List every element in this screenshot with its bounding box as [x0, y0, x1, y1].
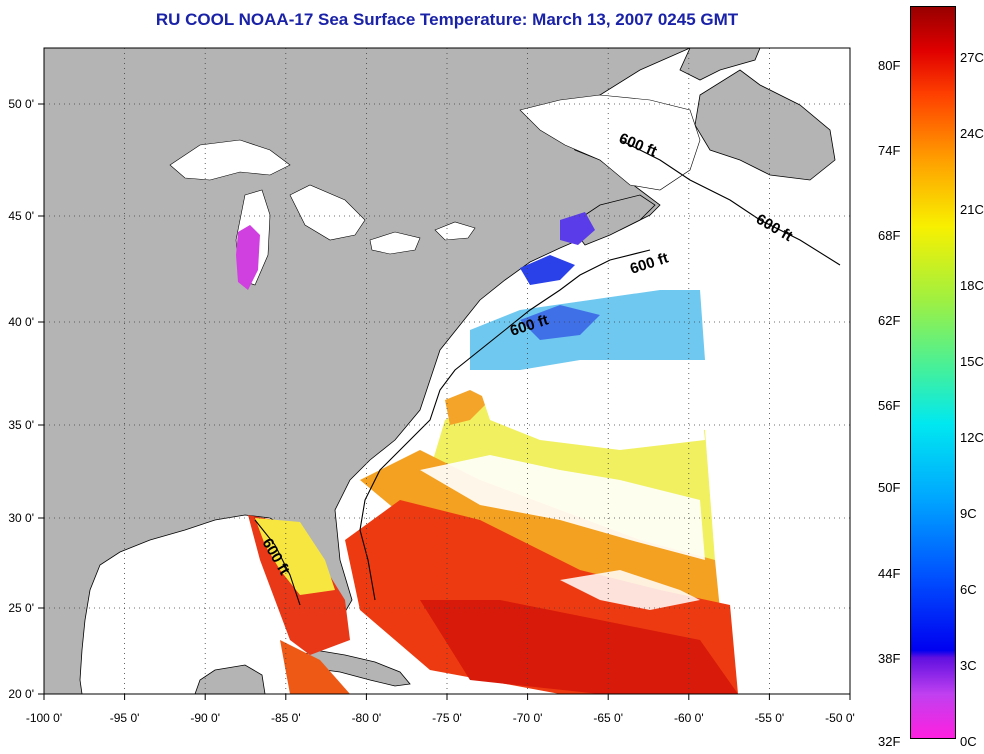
colorbar-c-label: 18C	[960, 278, 984, 293]
y-tick-label: 35 0'	[8, 418, 34, 432]
colorbar-f-label: 74F	[878, 143, 901, 158]
colorbar-f-label: 44F	[878, 566, 901, 581]
x-tick-label: -95 0'	[110, 711, 140, 725]
x-tick-label: -55 0'	[755, 711, 785, 725]
y-tick-label: 20 0'	[8, 687, 34, 701]
sst-data	[236, 212, 738, 694]
colorbar-f-label: 50F	[878, 480, 901, 495]
x-tick-label: -70 0'	[513, 711, 543, 725]
y-tick-label: 50 0'	[8, 97, 34, 111]
colorbar-c-label: 27C	[960, 50, 984, 65]
colorbar-c-label: 9C	[960, 506, 977, 521]
colorbar-c-label: 0C	[960, 734, 977, 749]
colorbar-c-label: 24C	[960, 126, 984, 141]
colorbar-f-label: 62F	[878, 313, 901, 328]
colorbar-c-label: 21C	[960, 202, 984, 217]
colorbar-f-label: 68F	[878, 228, 901, 243]
land-newfoundland	[694, 69, 836, 181]
x-tick-label: -85 0'	[271, 711, 301, 725]
land-cuba	[288, 649, 411, 687]
y-axis-labels: 50 0' 45 0' 40 0' 35 0' 30 0' 25 0' 20 0…	[8, 97, 34, 701]
colorbar-c-label: 12C	[960, 430, 984, 445]
temperature-colorbar	[910, 6, 956, 739]
colorbar-f-label: 38F	[878, 651, 901, 666]
x-tick-label: -100 0'	[26, 711, 62, 725]
colorbar-c-label: 15C	[960, 354, 984, 369]
map-title: RU COOL NOAA-17 Sea Surface Temperature:…	[155, 10, 739, 29]
isobath-600ft	[254, 139, 841, 606]
colorbar-c-label: 3C	[960, 658, 977, 673]
x-tick-label: -50 0'	[825, 711, 855, 725]
tick-marks	[38, 103, 851, 700]
x-tick-label: -80 0'	[352, 711, 382, 725]
x-tick-label: -90 0'	[190, 711, 220, 725]
colorbar-f-label: 32F	[878, 734, 901, 749]
x-tick-label: -75 0'	[432, 711, 462, 725]
y-tick-label: 40 0'	[8, 315, 34, 329]
x-tick-label: -65 0'	[593, 711, 623, 725]
colorbar-c-label: 6C	[960, 582, 977, 597]
y-tick-label: 30 0'	[8, 511, 34, 525]
x-axis-labels: -100 0' -95 0' -90 0' -85 0' -80 0' -75 …	[26, 711, 855, 725]
colorbar-f-label: 56F	[878, 398, 901, 413]
y-tick-label: 25 0'	[8, 601, 34, 615]
x-tick-label: -60 0'	[674, 711, 704, 725]
gulf-st-lawrence	[519, 94, 701, 191]
y-tick-label: 45 0'	[8, 209, 34, 223]
colorbar-f-label: 80F	[878, 58, 901, 73]
